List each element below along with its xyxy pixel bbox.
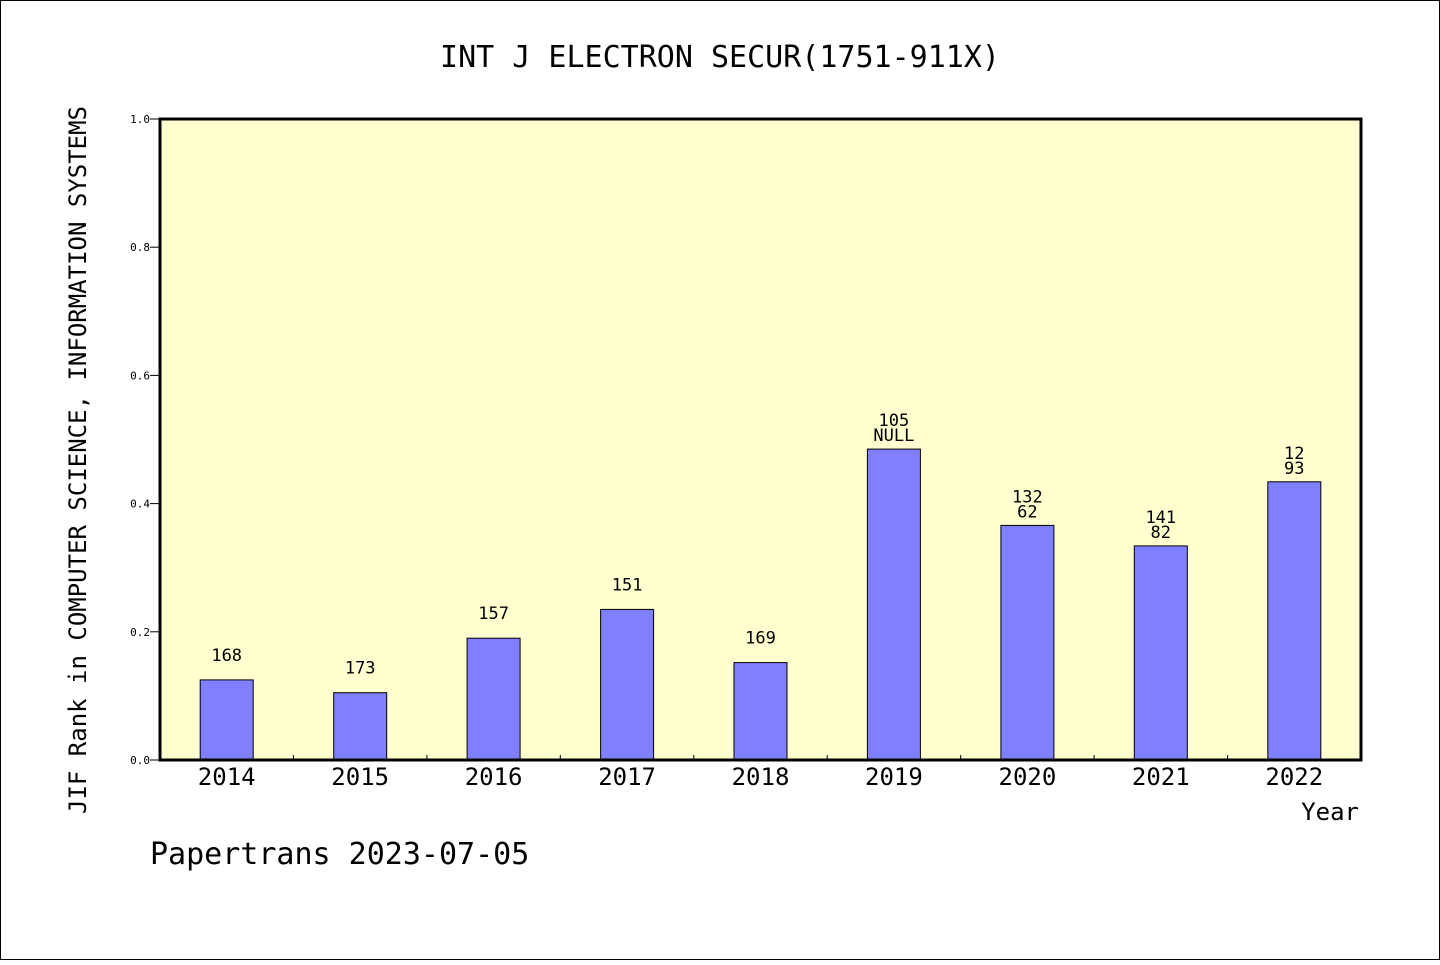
x-tick-label-2022: 2022 — [1265, 763, 1323, 791]
bar-label-2020-1: 132 — [1012, 487, 1043, 507]
x-tick-label-2021: 2021 — [1132, 763, 1190, 791]
bar-2015 — [333, 692, 388, 761]
bar-2021 — [1133, 545, 1188, 761]
bar-2016 — [466, 637, 521, 761]
bar-label-2017: 151 — [612, 575, 643, 595]
y-tick-label-0.4: 0.4 — [130, 498, 150, 511]
bar-2018 — [733, 662, 788, 761]
bar-2022 — [1267, 481, 1322, 761]
y-tick-label-0.6: 0.6 — [130, 369, 150, 382]
x-tick-label-2016: 2016 — [465, 763, 523, 791]
bar-label-2016: 157 — [478, 604, 509, 624]
chart-title: INT J ELECTRON SECUR(1751-911X) — [440, 40, 1000, 75]
bar-label-2021-1: 141 — [1145, 508, 1176, 528]
y-axis-ticks: 0.0 0.2 0.4 0.6 0.8 1.0 — [130, 113, 160, 767]
bar-label-2014: 168 — [211, 646, 242, 666]
bar-label-2021-2: 82 — [1151, 523, 1171, 543]
bars-group — [199, 448, 1322, 761]
x-axis-label: Year — [1301, 798, 1359, 826]
bar-2019 — [866, 448, 921, 761]
bar-label-2019-2: NULL — [873, 426, 914, 446]
bar-label-2015: 173 — [345, 659, 376, 679]
bar-label-2022-2: 93 — [1284, 459, 1304, 479]
bar-label-2018: 169 — [745, 629, 776, 649]
y-tick-label-0.2: 0.2 — [130, 626, 150, 639]
footer-source: Papertrans 2023-07-05 — [150, 837, 529, 872]
x-tick-label-2014: 2014 — [198, 763, 256, 791]
bar-label-2022-1: 12 — [1284, 444, 1304, 464]
x-tick-label-2017: 2017 — [598, 763, 656, 791]
x-tick-label-2015: 2015 — [331, 763, 389, 791]
x-tick-label-2019: 2019 — [865, 763, 923, 791]
y-tick-label-1.0: 1.0 — [130, 113, 150, 126]
bar-label-2019-1: 105 — [879, 411, 910, 431]
x-axis-ticks: 2014 2015 2016 2017 2018 2019 2020 2021 2022 — [198, 755, 1323, 791]
y-tick-label-0.0: 0.0 — [130, 754, 150, 767]
plot-frame — [158, 117, 1363, 762]
x-tick-label-2018: 2018 — [732, 763, 790, 791]
x-tick-label-2020: 2020 — [999, 763, 1057, 791]
bar-2017 — [600, 608, 655, 761]
y-axis-label: JIF Rank in COMPUTER SCIENCE, INFORMATIO… — [64, 106, 92, 814]
bar-2020 — [1000, 524, 1055, 761]
bar-label-2020-2: 62 — [1017, 502, 1037, 522]
bar-2014 — [199, 679, 254, 761]
y-tick-label-0.8: 0.8 — [130, 241, 150, 254]
